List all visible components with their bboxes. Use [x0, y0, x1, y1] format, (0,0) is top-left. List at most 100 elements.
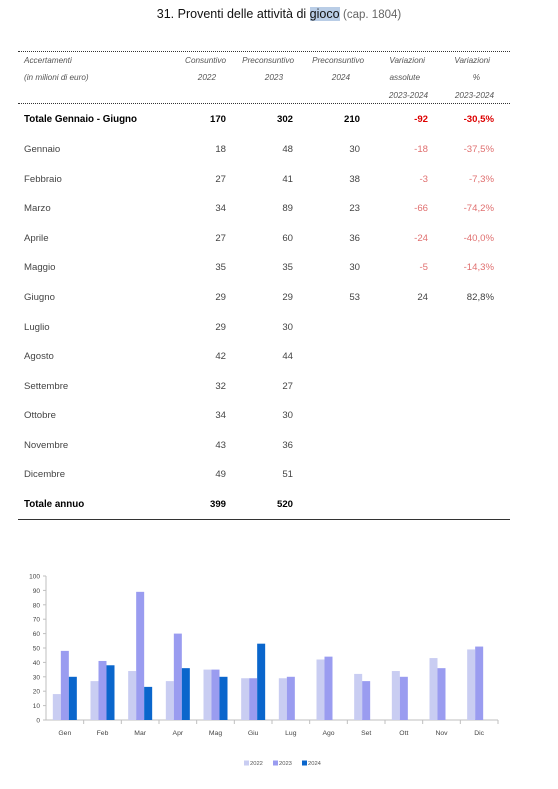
bar-2023-set: [362, 681, 371, 720]
cell-preconsuntivo-2023: 520: [276, 499, 293, 510]
table-top-rule: [18, 51, 510, 52]
row-label: Ottobre: [24, 410, 56, 421]
cell-preconsuntivo-2023: 48: [282, 144, 293, 155]
row-label: Giugno: [24, 292, 55, 303]
bar-2022-set: [354, 673, 363, 720]
bar-2024-mag: [219, 676, 228, 720]
x-tick-label: Set: [361, 730, 371, 737]
x-tick-label: Lug: [285, 730, 297, 737]
cell-consuntivo-2022: 34: [215, 203, 226, 214]
row-label: Totale annuo: [24, 499, 85, 510]
bar-2022-nov: [429, 658, 438, 720]
header-col3-line1: Preconsuntivo: [312, 56, 364, 65]
table-total-row: Totale annuo 399 520: [0, 499, 558, 515]
bar-2024-giu: [257, 643, 266, 720]
cell-preconsuntivo-2024: 53: [349, 292, 360, 303]
x-tick-label: Gen: [58, 730, 71, 737]
bar-2022-ago: [316, 659, 325, 720]
bar-2024-feb: [106, 665, 115, 720]
row-label: Novembre: [24, 440, 69, 451]
cell-consuntivo-2022: 43: [215, 440, 226, 451]
x-tick-label: Mag: [209, 730, 222, 737]
y-tick-label: 40: [33, 660, 41, 667]
bar-2024-gen: [68, 676, 77, 720]
row-label: Maggio: [24, 262, 56, 273]
cell-consuntivo-2022: 29: [215, 292, 226, 303]
bar-2024-apr: [181, 668, 190, 720]
bar-2024-mar: [144, 686, 153, 720]
cell-preconsuntivo-2023: 29: [282, 292, 293, 303]
bar-2022-feb: [90, 681, 99, 720]
bar-2022-gen: [52, 694, 61, 720]
x-tick-label: Nov: [435, 730, 448, 737]
cell-consuntivo-2022: 399: [209, 499, 226, 510]
row-label: Agosto: [24, 351, 54, 362]
header-col3-line2: 2024: [331, 73, 350, 82]
header-col5-line1: Variazioni: [454, 56, 490, 65]
table-row: Settembre 32 27: [0, 381, 558, 397]
bar-2023-apr: [173, 633, 182, 720]
row-label: Aprile: [24, 233, 49, 244]
cell-variazione-assoluta: -3: [419, 174, 428, 185]
bar-2023-dic: [475, 646, 484, 720]
legend-label-2023: 2023: [279, 761, 292, 767]
table-row: Dicembre 49 51: [0, 469, 558, 485]
cell-preconsuntivo-2023: 302: [276, 114, 293, 125]
cell-variazione-percentuale: -37,5%: [463, 144, 494, 155]
legend-label-2022: 2022: [250, 761, 263, 767]
header-col4-line2: assolute: [389, 73, 421, 82]
cell-preconsuntivo-2024: 38: [349, 174, 360, 185]
cell-preconsuntivo-2023: 44: [282, 351, 293, 362]
cell-preconsuntivo-2023: 51: [282, 469, 293, 480]
title-main: 31. Proventi delle attività di: [156, 7, 310, 21]
header-col5-line3: 2023-2024: [454, 91, 494, 100]
header-bottom-rule: [18, 103, 510, 104]
cell-consuntivo-2022: 27: [215, 174, 226, 185]
cell-preconsuntivo-2023: 60: [282, 233, 293, 244]
cell-preconsuntivo-2023: 27: [282, 381, 293, 392]
cell-consuntivo-2022: 34: [215, 410, 226, 421]
cell-variazione-assoluta: 24: [417, 292, 428, 303]
row-label: Totale Gennaio - Giugno: [24, 114, 138, 125]
cell-consuntivo-2022: 42: [215, 351, 226, 362]
row-label: Luglio: [24, 322, 50, 333]
bar-2022-dic: [467, 649, 476, 720]
bar-2022-lug: [278, 678, 287, 720]
cell-variazione-percentuale: 82,8%: [466, 292, 494, 303]
bar-2023-mar: [136, 591, 145, 720]
bar-2023-mag: [211, 669, 220, 720]
bar-2023-feb: [98, 660, 107, 720]
bar-2022-apr: [165, 681, 174, 720]
header-col4-line1: Variazioni: [389, 56, 425, 65]
cell-consuntivo-2022: 35: [215, 262, 226, 273]
table-row: Luglio 29 30: [0, 322, 558, 338]
header-col5-line2: %: [472, 73, 480, 82]
cell-preconsuntivo-2023: 41: [282, 174, 293, 185]
cell-variazione-assoluta: -92: [414, 114, 428, 125]
cell-variazione-percentuale: -30,5%: [463, 114, 494, 125]
cell-consuntivo-2022: 18: [215, 144, 226, 155]
cell-variazione-assoluta: -24: [414, 233, 428, 244]
bar-2023-lug: [286, 676, 295, 720]
cell-preconsuntivo-2024: 30: [349, 262, 360, 273]
cell-variazione-assoluta: -18: [414, 144, 428, 155]
y-tick-label: 60: [33, 631, 41, 638]
x-tick-label: Feb: [97, 730, 109, 737]
cell-consuntivo-2022: 27: [215, 233, 226, 244]
table-row: Aprile 27 60 36 -24 -40,0%: [0, 233, 558, 249]
title-highlight: gioco: [309, 7, 340, 21]
table-bottom-rule: [18, 519, 510, 520]
cell-variazione-assoluta: -5: [419, 262, 428, 273]
row-label: Gennaio: [24, 144, 61, 155]
page-title: 31. Proventi delle attività di gioco (ca…: [0, 7, 558, 21]
legend-swatch-2024: [302, 760, 307, 766]
header-col1-line2: 2022: [197, 73, 216, 82]
title-sub: (cap. 1804): [343, 9, 402, 21]
table-row: Agosto 42 44: [0, 351, 558, 367]
y-tick-label: 90: [33, 588, 41, 595]
bar-2023-nov: [437, 668, 446, 720]
cell-preconsuntivo-2023: 35: [282, 262, 293, 273]
cell-consuntivo-2022: 170: [209, 114, 226, 125]
x-tick-label: Giu: [248, 730, 259, 737]
bar-chart: 0 10 20 30 40 50 60 70 80 90 100 Gen Feb Mar Apr Mag Giu…: [29, 574, 499, 767]
